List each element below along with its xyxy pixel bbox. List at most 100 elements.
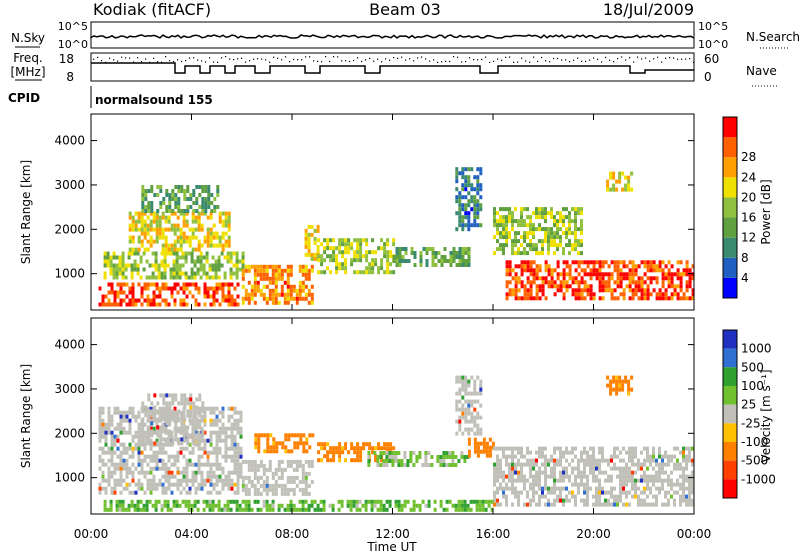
scatter-cell: [308, 433, 312, 438]
scatter-cell: [461, 431, 465, 436]
scatter-cell: [511, 292, 515, 297]
scatter-cell: [598, 264, 602, 269]
scatter-cell: [529, 486, 532, 491]
scatter-cell: [121, 503, 125, 508]
scatter-cell: [580, 260, 584, 265]
scatter-cell: [454, 455, 458, 459]
scatter-cell: [209, 438, 213, 443]
scatter-cell: [473, 399, 477, 404]
scatter-cell: [667, 272, 671, 277]
scatter-cell: [455, 179, 459, 184]
scatter-cell: [162, 201, 166, 205]
scatter-cell: [655, 296, 659, 301]
scatter-cell: [165, 209, 169, 213]
scatter-cell: [621, 187, 625, 192]
scatter-cell: [131, 450, 135, 455]
scatter-cell: [392, 238, 396, 243]
scatter-cell: [619, 474, 622, 479]
colorbar-segment: [723, 423, 737, 442]
scatter-cell: [173, 223, 177, 228]
scatter-cell: [185, 282, 189, 287]
scatter-cell: [155, 438, 159, 443]
scatter-cell: [301, 503, 305, 508]
scatter-cell: [171, 401, 175, 406]
scatter-cell: [490, 507, 494, 512]
scatter-cell: [624, 375, 628, 380]
scatter-cell: [144, 205, 148, 209]
scatter-cell: [631, 494, 634, 499]
scatter-cell: [523, 264, 527, 269]
scatter-cell: [232, 499, 236, 504]
scatter-cell: [473, 199, 477, 204]
scatter-cell: [221, 235, 225, 240]
scatter-cell: [113, 486, 117, 491]
y-tick-label: 4000: [54, 134, 85, 148]
scatter-cell: [517, 276, 521, 281]
scatter-cell: [568, 251, 571, 256]
scatter-cell: [467, 427, 471, 432]
scatter-cell: [362, 270, 366, 275]
scatter-cell: [580, 296, 584, 301]
scatter-cell: [565, 207, 568, 212]
scatter-cell: [386, 446, 390, 451]
scatter-cell: [473, 441, 477, 446]
scatter-cell: [197, 227, 201, 232]
scatter-cell: [185, 302, 189, 307]
scatter-cell: [562, 470, 565, 475]
scatter-cell: [215, 434, 219, 439]
scatter-cell: [280, 503, 284, 508]
scatter-cell: [178, 503, 182, 508]
scatter-cell: [589, 292, 593, 297]
scatter-cell: [532, 235, 535, 240]
scatter-cell: [589, 458, 592, 463]
scatter-cell: [144, 437, 148, 442]
scatter-cell: [667, 498, 670, 503]
scatter-cell: [371, 262, 375, 267]
scatter-cell: [165, 413, 169, 418]
scatter-cell: [144, 189, 148, 193]
scatter-cell: [535, 272, 539, 277]
scatter-cell: [188, 442, 192, 447]
scatter-cell: [170, 474, 174, 479]
date-title: 18/Jul/2009: [603, 0, 694, 19]
scatter-cell: [592, 296, 596, 301]
scatter-cell: [505, 494, 508, 499]
scatter-cell: [168, 429, 172, 434]
scatter-cell: [592, 268, 596, 273]
scatter-cell: [180, 417, 184, 422]
scatter-cell: [241, 459, 245, 464]
scatter-cell: [199, 275, 203, 280]
scatter-cell: [244, 503, 248, 508]
scatter-cell: [271, 483, 275, 488]
scatter-cell: [562, 498, 565, 503]
scatter-cell: [277, 272, 281, 277]
scatter-cell: [131, 302, 135, 307]
scatter-cell: [643, 446, 646, 451]
scatter-cell: [676, 458, 679, 463]
scatter-cell: [461, 167, 465, 172]
scatter-cell: [359, 446, 363, 451]
scatter-cell: [493, 478, 496, 483]
scatter-cell: [304, 491, 308, 496]
scatter-cell: [487, 503, 491, 508]
scatter-cell: [125, 462, 129, 467]
nave-dot: [305, 56, 307, 58]
scatter-cell: [146, 462, 150, 467]
scatter-cell: [565, 458, 568, 463]
scatter-cell: [625, 284, 629, 289]
scatter-cell: [128, 446, 132, 451]
scatter-cell: [197, 290, 201, 295]
scatter-cell: [211, 499, 215, 504]
scatter-cell: [154, 259, 158, 264]
scatter-cell: [658, 264, 662, 269]
scatter-cell: [101, 430, 105, 435]
scatter-cell: [283, 300, 287, 305]
scatter-cell: [615, 391, 619, 396]
scatter-cell: [523, 454, 526, 459]
colorbar-frame: [722, 329, 738, 499]
scatter-cell: [262, 499, 266, 504]
scatter-cell: [562, 276, 566, 281]
scatter-cell: [134, 211, 138, 216]
scatter-cell: [236, 458, 240, 463]
scatter-cell: [529, 260, 533, 265]
